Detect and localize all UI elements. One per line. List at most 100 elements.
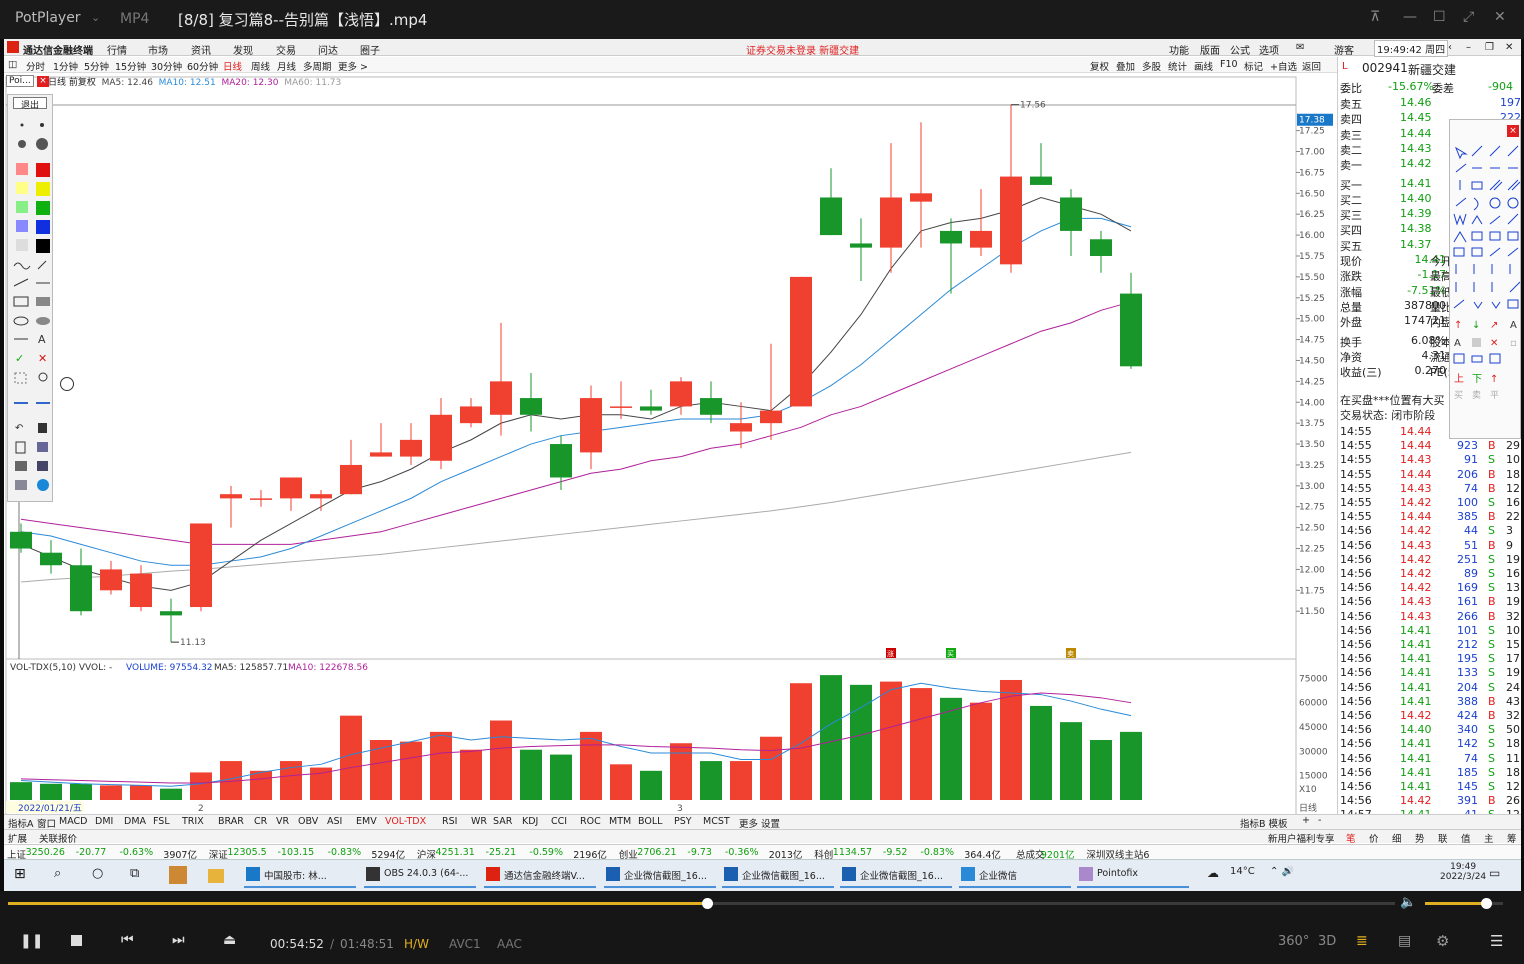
index-field[interactable]: 2196亿 bbox=[573, 850, 607, 861]
index-field[interactable]: 5294亿 bbox=[371, 850, 406, 861]
indicator-tab[interactable]: 更多 bbox=[739, 819, 759, 830]
taskbar-app[interactable]: 企业微信截图_16... bbox=[840, 863, 952, 888]
kline-chart[interactable]: 17.25 17.00 16.75 16.50 16.25 16.00 15.75 15.50… bbox=[4, 39, 1337, 819]
candle-body[interactable] bbox=[280, 477, 302, 499]
360-icon[interactable]: 360° bbox=[1278, 934, 1310, 949]
taskbar-app[interactable]: 通达信金融终端V... bbox=[484, 863, 596, 888]
indicator-tab[interactable]: SAR bbox=[493, 816, 513, 827]
folder-icon[interactable] bbox=[208, 869, 224, 883]
cortana-icon[interactable]: ○ bbox=[92, 866, 104, 881]
volume-bar[interactable] bbox=[280, 761, 302, 800]
hw-tag[interactable]: H/W bbox=[404, 937, 429, 951]
menu-layout[interactable]: 版面 bbox=[1200, 46, 1220, 57]
gear-icon[interactable]: ⚙ bbox=[1436, 932, 1450, 950]
indicator-tab[interactable]: MACD bbox=[59, 816, 88, 827]
candle-body[interactable] bbox=[880, 197, 902, 248]
subtitle-search-icon[interactable]: ≣ bbox=[1356, 933, 1368, 949]
windows-start-icon[interactable]: ⊞ bbox=[14, 866, 26, 882]
index-field[interactable]: -9.52 bbox=[882, 847, 908, 858]
indicator-tab[interactable]: VOL-TDX bbox=[385, 816, 427, 827]
tool-multi[interactable]: 多股 bbox=[1142, 62, 1162, 73]
volume-bar[interactable] bbox=[730, 761, 752, 800]
period-tab-active[interactable]: 日线 bbox=[223, 62, 243, 73]
volume-bar[interactable] bbox=[130, 785, 152, 800]
seek-knob[interactable] bbox=[702, 898, 714, 909]
candle-body[interactable] bbox=[640, 406, 662, 411]
indicator-tab[interactable]: MTM bbox=[609, 816, 632, 827]
tool-stats[interactable]: 统计 bbox=[1168, 62, 1188, 73]
candle-body[interactable] bbox=[1090, 239, 1112, 256]
volume-bar[interactable] bbox=[70, 783, 92, 800]
candle-body[interactable] bbox=[40, 552, 62, 566]
toolbox-icons[interactable]: A ✓ ✕ ↶ bbox=[8, 111, 54, 511]
volume-bar[interactable] bbox=[250, 770, 272, 800]
volume-bar[interactable] bbox=[400, 741, 422, 800]
exit-button[interactable]: 退出 bbox=[13, 97, 47, 111]
menu-trade[interactable]: 交易 bbox=[276, 46, 296, 57]
volume-bar[interactable] bbox=[1030, 705, 1052, 800]
indicator-tab[interactable]: PSY bbox=[674, 816, 692, 827]
volume-bar[interactable] bbox=[490, 720, 512, 800]
menu-news[interactable]: 资讯 bbox=[191, 46, 211, 57]
menu-function[interactable]: 功能 bbox=[1169, 46, 1189, 57]
index-field[interactable]: 4251.31 bbox=[435, 847, 475, 858]
tray-clock[interactable]: 19:49 2022/3/24 bbox=[1440, 862, 1486, 882]
chevron-down-icon[interactable]: ⌄ bbox=[91, 11, 101, 24]
volume-bar[interactable] bbox=[340, 715, 362, 800]
candle-body[interactable] bbox=[310, 494, 332, 499]
maximize-icon[interactable]: ☐ bbox=[1433, 9, 1446, 25]
candle-body[interactable] bbox=[790, 276, 812, 407]
volume-bar[interactable] bbox=[1000, 679, 1022, 800]
candle-body[interactable] bbox=[580, 398, 602, 453]
menu-circle[interactable]: 圈子 bbox=[360, 46, 380, 57]
candle-body[interactable] bbox=[220, 494, 242, 499]
panel-tab[interactable]: 值 bbox=[1461, 834, 1471, 845]
period-tab[interactable]: 周线 bbox=[251, 62, 271, 73]
panel-tab[interactable]: 主 bbox=[1484, 834, 1494, 845]
candle-body[interactable] bbox=[190, 523, 212, 608]
tab-expand[interactable]: 扩展 bbox=[8, 834, 28, 845]
candle-body[interactable] bbox=[130, 573, 152, 608]
taskbar-app[interactable]: 企业微信截图_16... bbox=[604, 863, 716, 888]
menu-ask[interactable]: 问达 bbox=[318, 46, 338, 57]
window-minimize-icon[interactable]: – bbox=[1466, 42, 1471, 53]
volume-bar[interactable] bbox=[940, 697, 962, 800]
volume-bar[interactable] bbox=[670, 743, 692, 800]
volume-bar[interactable] bbox=[970, 702, 992, 800]
candle-body[interactable] bbox=[10, 531, 32, 549]
volume-bar[interactable] bbox=[190, 772, 212, 800]
candle-body[interactable] bbox=[670, 381, 692, 407]
candle-body[interactable] bbox=[340, 464, 362, 495]
indicator-tab[interactable]: ASI bbox=[327, 816, 343, 827]
pin-icon[interactable]: ⊼ bbox=[1370, 9, 1381, 25]
volume-bar[interactable] bbox=[460, 749, 482, 800]
indicator-tab[interactable]: VR bbox=[276, 816, 290, 827]
index-field[interactable]: 1134.57 bbox=[832, 847, 873, 858]
stop-icon[interactable] bbox=[71, 935, 82, 946]
signal-marker[interactable] bbox=[946, 648, 956, 658]
close-icon[interactable]: ✕ bbox=[1494, 9, 1506, 25]
index-field[interactable]: 沪深 bbox=[416, 850, 436, 861]
tray-icons[interactable]: ⌃ 🔊 bbox=[1270, 866, 1295, 877]
volume-bar[interactable] bbox=[760, 736, 782, 800]
previous-icon[interactable]: ⏮ bbox=[121, 932, 134, 948]
indicator-tab[interactable]: MCST bbox=[703, 816, 730, 827]
candle-body[interactable] bbox=[100, 569, 122, 591]
candle-body[interactable] bbox=[610, 406, 632, 408]
volume-bar[interactable] bbox=[520, 749, 542, 800]
window-close-icon[interactable]: ✕ bbox=[1505, 42, 1514, 53]
indicator-tab[interactable]: CCI bbox=[551, 816, 568, 827]
next-icon[interactable]: ⏭ bbox=[172, 932, 185, 948]
tab-related-quote[interactable]: 关联报价 bbox=[39, 834, 78, 845]
app-icon[interactable] bbox=[169, 866, 187, 884]
volume-bar[interactable] bbox=[1090, 739, 1112, 800]
panel-tab[interactable]: 细 bbox=[1392, 834, 1402, 845]
player-app-name[interactable]: PotPlayer bbox=[15, 10, 81, 26]
menu-options[interactable]: 选项 bbox=[1259, 46, 1279, 57]
index-field[interactable]: 2013亿 bbox=[768, 850, 803, 861]
indicator-tab[interactable]: 窗口 bbox=[37, 819, 57, 830]
minimize-icon[interactable]: — bbox=[1403, 9, 1417, 25]
volume-bar[interactable] bbox=[220, 761, 242, 800]
login-notice[interactable]: 证券交易未登录 新疆交建 bbox=[746, 46, 860, 57]
candle-body[interactable] bbox=[910, 193, 932, 202]
